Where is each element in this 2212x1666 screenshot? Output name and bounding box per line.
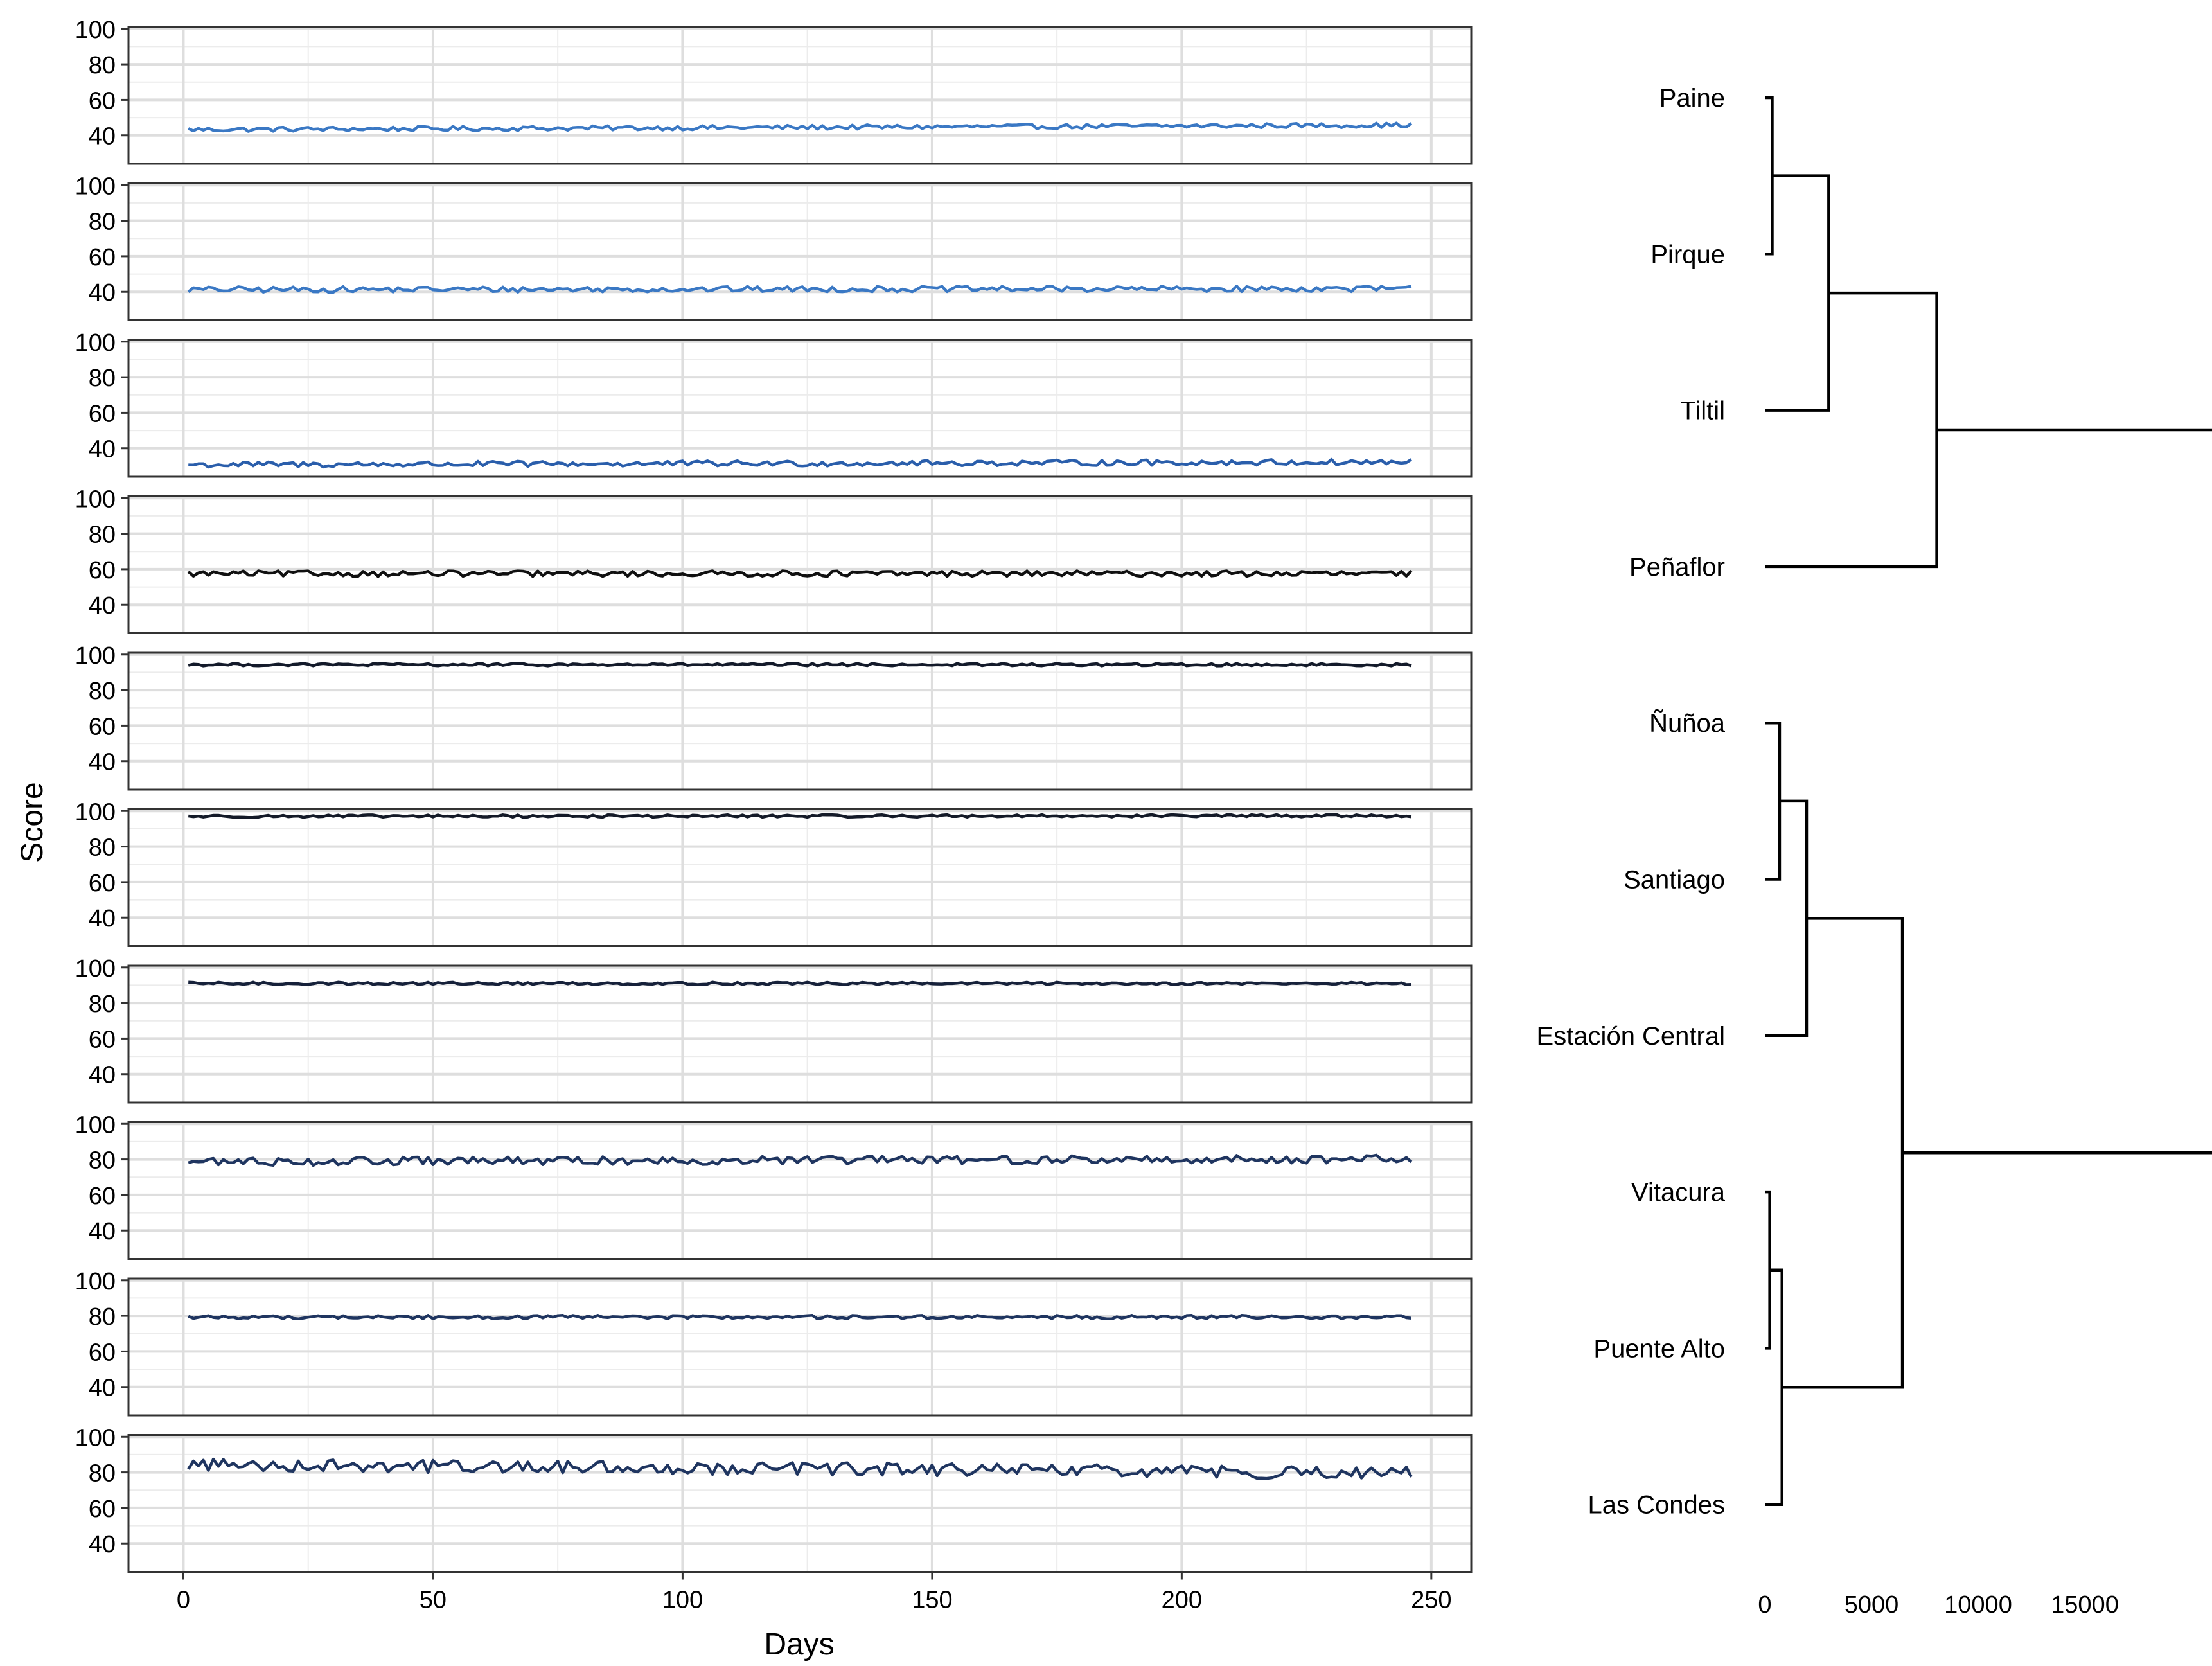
x-axis-title: Days xyxy=(764,1627,834,1662)
y-tick-label: 60 xyxy=(89,1339,116,1366)
y-tick-label: 60 xyxy=(89,87,116,114)
panel-border xyxy=(127,964,1473,1104)
y-tick-label: 40 xyxy=(89,123,116,150)
y-tick-label: 40 xyxy=(89,749,116,776)
y-tick-label: 100 xyxy=(75,955,116,982)
series-line-Santiago xyxy=(188,813,1412,819)
y-tick-label: 40 xyxy=(89,1062,116,1089)
y-tick-label: 100 xyxy=(75,173,116,200)
series-line-Paine xyxy=(188,121,1413,133)
y-tick-label: 80 xyxy=(89,365,116,392)
panel-Santiago: 40 60 80 100 xyxy=(75,799,1473,947)
y-tick-label: 40 xyxy=(89,1375,116,1402)
y-tick-label: 60 xyxy=(89,1183,116,1210)
panel-Vitacura: 40 60 80 100 xyxy=(75,1112,1473,1260)
y-tick-label: 60 xyxy=(89,1026,116,1053)
y-tick-label: 100 xyxy=(75,1424,116,1451)
leaf-label-Ñuñoa: Ñuñoa xyxy=(1649,709,1726,738)
series-line-Ñuñoa xyxy=(188,662,1412,668)
panel-border xyxy=(127,26,1473,165)
panel-Ñuñoa: 40 60 80 100 xyxy=(75,642,1473,791)
panel-Pirque: 40 60 80 100 xyxy=(75,173,1473,321)
y-tick-label: 100 xyxy=(75,642,116,669)
y-tick-label: 40 xyxy=(89,592,116,619)
y-tick-label: 80 xyxy=(89,209,116,236)
dendro-tick-label: 0 xyxy=(1758,1591,1771,1618)
leaf-label-Tiltil: Tiltil xyxy=(1680,397,1725,425)
leaf-label-Estación Central: Estación Central xyxy=(1537,1022,1725,1050)
y-tick-label: 40 xyxy=(89,1531,116,1558)
x-axis: 0 50 100 150 200 250 xyxy=(177,1572,1452,1614)
series-line-Peñaflor xyxy=(187,569,1413,578)
series-line-Puente Alto xyxy=(188,1314,1412,1321)
x-tick-label: 0 xyxy=(177,1587,190,1614)
series-line-Pirque xyxy=(187,285,1412,294)
leaf-label-Puente Alto: Puente Alto xyxy=(1593,1334,1725,1363)
dendro-tick-label: 5000 xyxy=(1845,1591,1899,1618)
dendro-tick-label: 10000 xyxy=(1944,1591,2012,1618)
panel-Peñaflor: 40 60 80 100 xyxy=(75,486,1473,634)
panel-border xyxy=(127,1277,1473,1417)
y-tick-label: 40 xyxy=(89,436,116,463)
panel-border xyxy=(127,808,1473,947)
panel-Paine: 40 60 80 100 xyxy=(75,17,1473,165)
y-axis-title: Score xyxy=(15,782,49,862)
y-tick-label: 40 xyxy=(89,1218,116,1245)
x-tick-label: 150 xyxy=(912,1587,952,1614)
leaf-label-Vitacura: Vitacura xyxy=(1631,1178,1726,1207)
y-tick-label: 80 xyxy=(89,1460,116,1487)
time-series-panels: 40 60 80 100 40 60 80 100 40 60 80 100 40 60 80 100 40 60… xyxy=(75,17,1473,1614)
panel-border xyxy=(127,495,1473,634)
panel-Puente Alto: 40 60 80 100 xyxy=(75,1268,1473,1417)
y-tick-label: 40 xyxy=(89,905,116,932)
y-tick-label: 100 xyxy=(75,330,116,357)
series-line-Tiltil xyxy=(188,457,1412,469)
leaf-label-Peñaflor: Peñaflor xyxy=(1629,553,1725,581)
series-line-Estación Central xyxy=(188,980,1411,986)
series-line-Vitacura xyxy=(188,1153,1413,1167)
y-tick-label: 80 xyxy=(89,1304,116,1331)
y-tick-label: 60 xyxy=(89,557,116,584)
y-tick-label: 100 xyxy=(75,799,116,826)
y-tick-label: 100 xyxy=(75,1112,116,1139)
y-tick-label: 60 xyxy=(89,713,116,740)
panel-Tiltil: 40 60 80 100 xyxy=(75,330,1473,478)
panel-border xyxy=(127,1434,1473,1573)
series-line-Las Condes xyxy=(187,1457,1413,1480)
y-tick-label: 100 xyxy=(75,17,116,44)
y-tick-label: 80 xyxy=(89,52,116,79)
y-tick-label: 100 xyxy=(75,1268,116,1295)
y-tick-label: 40 xyxy=(89,279,116,306)
y-tick-label: 60 xyxy=(89,400,116,427)
panel-Las Condes: 40 60 80 100 xyxy=(75,1424,1473,1573)
panel-border xyxy=(127,182,1473,321)
x-tick-label: 100 xyxy=(662,1587,703,1614)
dendro-link xyxy=(1765,799,1809,1038)
dendro-link xyxy=(1902,428,2212,1155)
y-tick-label: 60 xyxy=(89,1496,116,1523)
y-tick-label: 80 xyxy=(89,991,116,1018)
y-tick-label: 80 xyxy=(89,835,116,862)
y-tick-label: 80 xyxy=(89,522,116,549)
y-tick-label: 80 xyxy=(89,678,116,705)
leaf-label-Las Condes: Las Condes xyxy=(1588,1491,1725,1520)
dendro-link xyxy=(1765,291,1938,569)
x-tick-label: 250 xyxy=(1411,1587,1451,1614)
y-tick-label: 60 xyxy=(89,870,116,897)
panel-border xyxy=(127,339,1473,478)
x-tick-label: 50 xyxy=(420,1587,447,1614)
y-tick-label: 100 xyxy=(75,486,116,513)
y-tick-label: 80 xyxy=(89,1148,116,1174)
panel-border xyxy=(127,651,1473,791)
leaf-label-Santiago: Santiago xyxy=(1624,866,1725,894)
dendro-tick-label: 15000 xyxy=(2051,1591,2119,1618)
y-tick-label: 60 xyxy=(89,244,116,271)
x-tick-label: 200 xyxy=(1162,1587,1202,1614)
leaf-label-Paine: Paine xyxy=(1659,84,1725,112)
leaf-label-Pirque: Pirque xyxy=(1650,240,1725,269)
dendrogram: Paine Pirque Tiltil Peñaflor Ñuñoa Santiago Es… xyxy=(1537,84,2212,1618)
panel-Estación Central: 40 60 80 100 xyxy=(75,955,1473,1104)
panel-border xyxy=(127,1121,1473,1260)
